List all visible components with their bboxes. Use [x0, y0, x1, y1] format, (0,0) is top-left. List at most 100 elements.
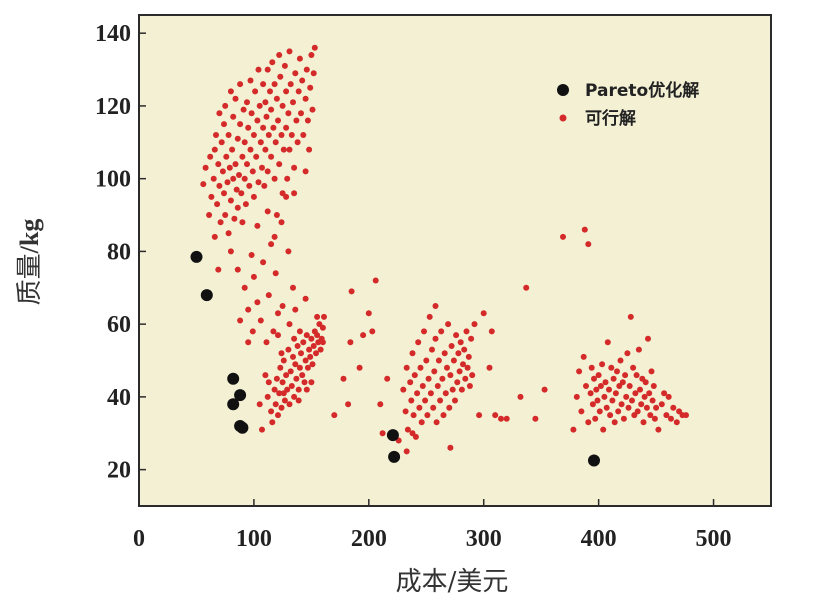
pareto-point — [227, 372, 240, 385]
feasible-point — [591, 375, 597, 382]
feasible-point — [340, 375, 347, 382]
feasible-point — [250, 132, 257, 138]
feasible-point — [237, 81, 244, 88]
feasible-point — [623, 393, 630, 400]
feasible-point — [227, 88, 234, 95]
feasible-point — [290, 99, 296, 106]
feasible-point — [592, 415, 599, 422]
feasible-point — [633, 372, 640, 379]
feasible-point — [254, 222, 261, 229]
feasible-point — [222, 102, 229, 109]
feasible-point — [239, 219, 246, 226]
feasible-point — [308, 335, 315, 342]
feasible-point — [661, 390, 668, 397]
feasible-point — [237, 121, 244, 128]
feasible-point — [415, 339, 422, 346]
feasible-point — [254, 117, 261, 124]
feasible-point — [462, 375, 469, 382]
feasible-point — [665, 393, 672, 400]
feasible-point — [278, 132, 285, 138]
feasible-point — [260, 259, 267, 266]
feasible-point — [463, 328, 470, 335]
feasible-point — [280, 390, 287, 397]
legend: Pareto优化解 可行解 — [557, 80, 699, 129]
feasible-point — [247, 77, 254, 84]
feasible-point — [291, 335, 298, 342]
feasible-point — [409, 430, 416, 437]
feasible-point — [309, 106, 316, 113]
feasible-point — [446, 404, 453, 411]
feasible-point — [227, 248, 234, 255]
feasible-point — [280, 357, 287, 364]
feasible-point — [306, 346, 313, 353]
feasible-point — [450, 357, 457, 364]
feasible-point — [310, 343, 317, 349]
feasible-point — [202, 164, 209, 171]
feasible-point — [634, 408, 641, 415]
feasible-point — [276, 52, 283, 58]
feasible-point — [427, 390, 434, 397]
x-tick-label: 500 — [696, 526, 732, 552]
feasible-point — [249, 328, 256, 335]
feasible-point — [314, 332, 321, 339]
feasible-point — [239, 153, 246, 160]
feasible-point — [560, 233, 566, 240]
feasible-point — [588, 364, 595, 371]
feasible-point — [648, 368, 655, 375]
feasible-point — [651, 415, 658, 422]
feasible-point — [619, 379, 626, 386]
feasible-point — [576, 368, 583, 375]
feasible-point — [255, 179, 262, 186]
y-axis-title: 质量/kg — [15, 219, 45, 306]
feasible-point — [300, 132, 307, 138]
feasible-point — [291, 190, 298, 197]
x-axis-title: 成本/美元 — [396, 567, 509, 597]
feasible-point — [593, 386, 600, 393]
feasible-point — [269, 419, 276, 426]
feasible-point — [245, 306, 252, 313]
feasible-point — [486, 364, 493, 371]
feasible-point — [303, 386, 310, 393]
feasible-point — [583, 383, 589, 389]
feasible-point — [257, 317, 264, 324]
feasible-point — [262, 99, 269, 106]
feasible-point — [618, 401, 625, 408]
feasible-point — [277, 73, 284, 80]
feasible-point — [433, 419, 440, 426]
feasible-point — [626, 383, 633, 389]
feasible-point — [447, 444, 454, 451]
feasible-point — [260, 124, 267, 131]
feasible-point — [423, 357, 430, 364]
feasible-point — [265, 379, 272, 386]
feasible-point — [273, 375, 280, 382]
feasible-point — [268, 106, 275, 113]
pareto-point — [588, 454, 600, 467]
feasible-point — [286, 146, 293, 153]
feasible-point — [585, 419, 592, 426]
feasible-point — [426, 313, 433, 320]
feasible-point — [630, 364, 637, 371]
feasible-point — [268, 408, 275, 415]
feasible-point — [273, 212, 280, 218]
feasible-point — [216, 182, 223, 189]
feasible-point — [296, 55, 303, 62]
feasible-point — [604, 339, 611, 346]
feasible-point — [238, 190, 245, 197]
y-tick-label: 100 — [95, 167, 131, 193]
feasible-point — [594, 397, 601, 404]
pareto-point — [386, 429, 399, 442]
feasible-point — [319, 339, 326, 346]
y-tick-label: 60 — [107, 312, 131, 338]
feasible-point — [309, 361, 316, 368]
legend-label-pareto: Pareto优化解 — [585, 80, 699, 101]
y-axis-title-unit: /kg — [15, 219, 44, 255]
feasible-point — [448, 343, 455, 349]
feasible-point — [570, 426, 577, 433]
feasible-point — [668, 415, 674, 422]
feasible-point — [248, 110, 255, 117]
feasible-point — [310, 70, 317, 77]
feasible-point — [317, 346, 324, 353]
feasible-point — [303, 66, 310, 73]
feasible-point — [219, 168, 226, 175]
feasible-point — [456, 368, 463, 375]
